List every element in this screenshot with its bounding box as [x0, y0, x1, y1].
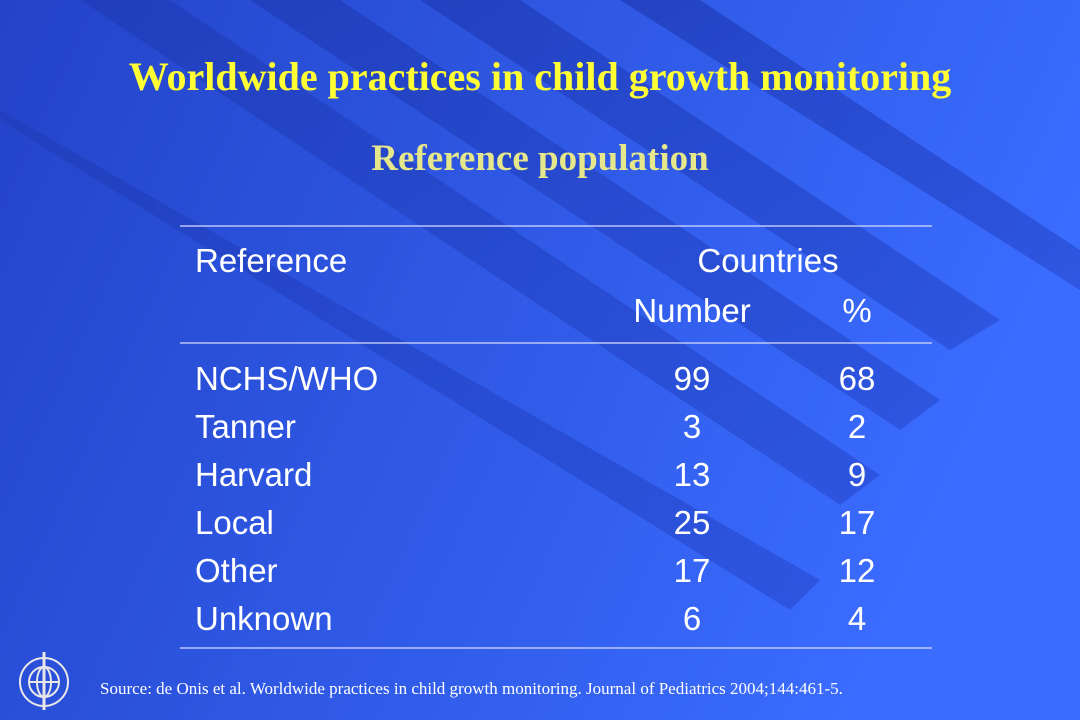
- cell-percent: 17: [839, 504, 876, 541]
- row-label: Tanner: [195, 408, 296, 445]
- cell-percent: 2: [848, 408, 866, 445]
- cell-number: 25: [674, 504, 711, 541]
- cell-number: 6: [683, 600, 701, 637]
- table-body: NCHS/WHO 99 68 Tanner 3 2 Harvard 13 9 Local 25 17 O…: [195, 360, 875, 637]
- cell-percent: 68: [839, 360, 876, 397]
- table-rules: [180, 225, 932, 649]
- row-label: NCHS/WHO: [195, 360, 378, 397]
- who-logo: [19, 652, 69, 710]
- column-subheader: %: [842, 292, 871, 329]
- cell-number: 3: [683, 408, 701, 445]
- cell-percent: 12: [839, 552, 876, 589]
- diagonal-stripes: [0, 0, 1080, 610]
- cell-number: 13: [674, 456, 711, 493]
- row-label: Unknown: [195, 600, 333, 637]
- row-label: Harvard: [195, 456, 312, 493]
- column-subheader: Number: [633, 292, 750, 329]
- column-header: Reference: [195, 242, 347, 279]
- cell-percent: 9: [848, 456, 866, 493]
- row-label: Local: [195, 504, 274, 541]
- row-label: Other: [195, 552, 278, 589]
- cell-number: 99: [674, 360, 711, 397]
- cell-percent: 4: [848, 600, 866, 637]
- cell-number: 17: [674, 552, 711, 589]
- subtitle: Reference population: [371, 138, 709, 179]
- title: Worldwide practices in child growth moni…: [129, 54, 952, 99]
- column-header: Countries: [697, 242, 838, 279]
- source-note: Source: de Onis et al. Worldwide practic…: [100, 679, 843, 698]
